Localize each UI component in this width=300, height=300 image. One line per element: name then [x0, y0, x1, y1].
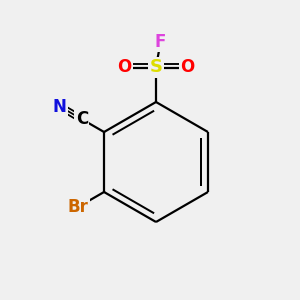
- Text: Br: Br: [68, 198, 88, 216]
- Text: N: N: [53, 98, 67, 116]
- Text: C: C: [76, 110, 88, 128]
- Text: S: S: [149, 58, 163, 76]
- Text: F: F: [155, 33, 166, 51]
- Text: O: O: [117, 58, 132, 76]
- Text: O: O: [180, 58, 195, 76]
